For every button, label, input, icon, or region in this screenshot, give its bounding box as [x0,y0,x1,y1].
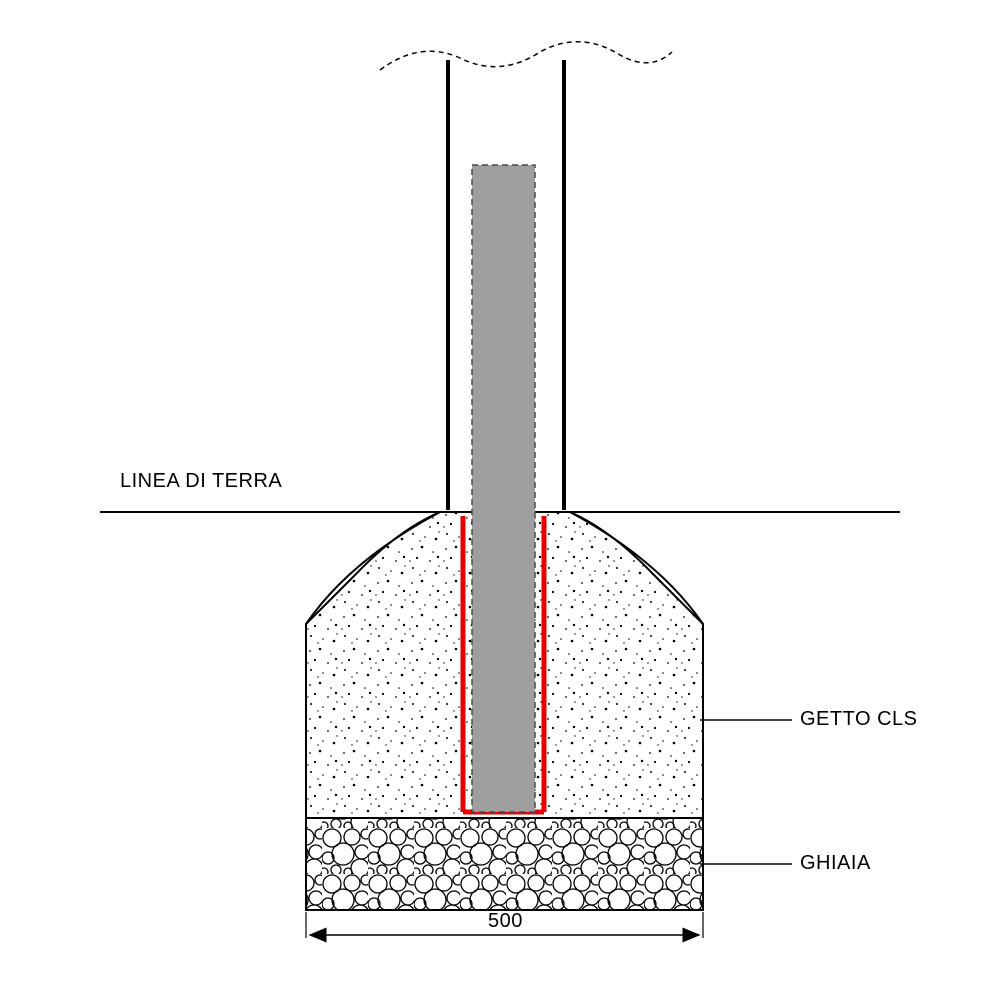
diagram-canvas: LINEA DI TERRA GETTO CLS GHIAIA 500 [0,0,1000,1000]
label-dimension: 500 [488,910,523,933]
post [472,165,535,812]
diagram-svg [0,0,1000,1000]
gravel-layer [306,818,703,910]
label-gravel: GHIAIA [800,852,871,875]
label-concrete-cast: GETTO CLS [800,708,918,731]
break-wave-main [380,42,672,70]
label-ground-line: LINEA DI TERRA [120,470,282,493]
